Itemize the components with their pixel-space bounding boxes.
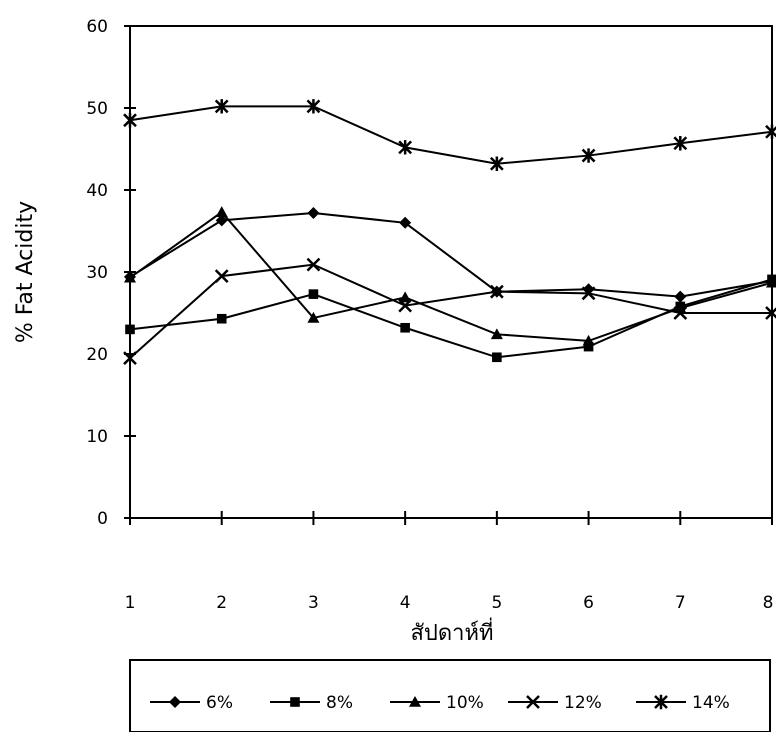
x-axis: 1 2 3 4 5 6 7 8 xyxy=(125,511,774,613)
legend-box xyxy=(129,659,771,733)
data-point-diamond xyxy=(169,696,181,708)
x-tick-label: 1 xyxy=(125,593,136,613)
y-tick-label: 0 xyxy=(97,509,108,529)
data-point-triangle xyxy=(582,334,595,346)
series-layer xyxy=(123,99,776,365)
y-axis: 0 10 20 30 40 50 60 xyxy=(86,17,136,529)
data-point-x xyxy=(214,269,229,283)
data-point-triangle xyxy=(409,696,421,707)
data-point-x xyxy=(526,695,540,709)
data-point-star xyxy=(489,156,504,171)
data-point-star xyxy=(673,136,688,151)
series-line xyxy=(129,105,773,165)
data-point-triangle xyxy=(399,291,412,303)
legend-label: 14% xyxy=(692,693,730,713)
data-point-x xyxy=(765,306,776,320)
data-point-x xyxy=(673,306,688,320)
y-tick-label: 40 xyxy=(86,181,108,201)
x-tick-label: 2 xyxy=(216,593,227,613)
data-point-star xyxy=(306,99,321,114)
legend-label: 8% xyxy=(326,693,353,713)
y-tick-label: 60 xyxy=(86,17,108,37)
data-point-diamond xyxy=(674,290,687,303)
data-point-x xyxy=(306,257,321,272)
x-tick-label: 3 xyxy=(308,593,319,613)
series-12pct xyxy=(123,257,776,365)
data-point-star xyxy=(123,113,137,128)
legend-item: 14% xyxy=(636,693,730,713)
data-point-square xyxy=(308,289,319,299)
data-point-star xyxy=(654,694,668,710)
data-point-triangle xyxy=(215,206,228,217)
data-point-triangle xyxy=(307,311,320,323)
data-point-triangle xyxy=(490,328,503,340)
data-point-x xyxy=(489,284,504,299)
x-axis-title: สัปดาห์ที่ xyxy=(410,617,493,646)
data-point-x xyxy=(123,351,137,365)
data-point-star xyxy=(765,124,776,139)
x-tick-label: 6 xyxy=(583,593,594,613)
data-point-square xyxy=(492,352,502,363)
legend-item: 12% xyxy=(508,693,602,713)
legend: 6% 8% 10% 12% 14% xyxy=(129,659,771,733)
y-tick-label: 20 xyxy=(86,345,108,365)
data-point-triangle xyxy=(766,276,776,288)
data-point-diamond xyxy=(582,283,595,296)
y-tick-label: 30 xyxy=(86,263,108,283)
data-point-square xyxy=(125,324,135,335)
series-6pct xyxy=(124,206,776,303)
x-tick-label: 8 xyxy=(763,593,774,613)
y-tick-label: 10 xyxy=(86,427,108,447)
data-point-triangle xyxy=(124,271,136,283)
data-point-star xyxy=(398,140,413,155)
data-point-square xyxy=(583,341,594,352)
data-point-square xyxy=(216,313,227,324)
x-tick-label: 7 xyxy=(675,593,686,613)
legend-item: 10% xyxy=(390,693,484,713)
series-line xyxy=(129,211,773,298)
legend-item: 6% xyxy=(150,693,233,713)
x-tick-label: 5 xyxy=(491,593,502,613)
y-tick-label: 50 xyxy=(86,99,108,119)
series-line xyxy=(129,263,772,359)
data-point-square xyxy=(290,697,300,707)
data-point-diamond xyxy=(399,216,412,229)
legend-label: 6% xyxy=(206,693,233,713)
series-line xyxy=(129,210,773,342)
data-point-square xyxy=(400,322,410,333)
y-axis-title: % Fat Acidity xyxy=(13,201,38,343)
legend-label: 12% xyxy=(564,693,602,713)
data-point-star xyxy=(214,99,229,114)
data-point-x xyxy=(581,286,596,301)
series-8pct xyxy=(125,274,776,363)
data-point-diamond xyxy=(307,206,320,219)
x-tick-label: 4 xyxy=(400,593,411,613)
legend-label: 10% xyxy=(446,693,484,713)
data-point-x xyxy=(398,298,413,313)
legend-item: 8% xyxy=(270,693,353,713)
data-point-diamond xyxy=(215,214,228,227)
series-14pct xyxy=(123,99,776,171)
data-point-star xyxy=(581,148,596,163)
